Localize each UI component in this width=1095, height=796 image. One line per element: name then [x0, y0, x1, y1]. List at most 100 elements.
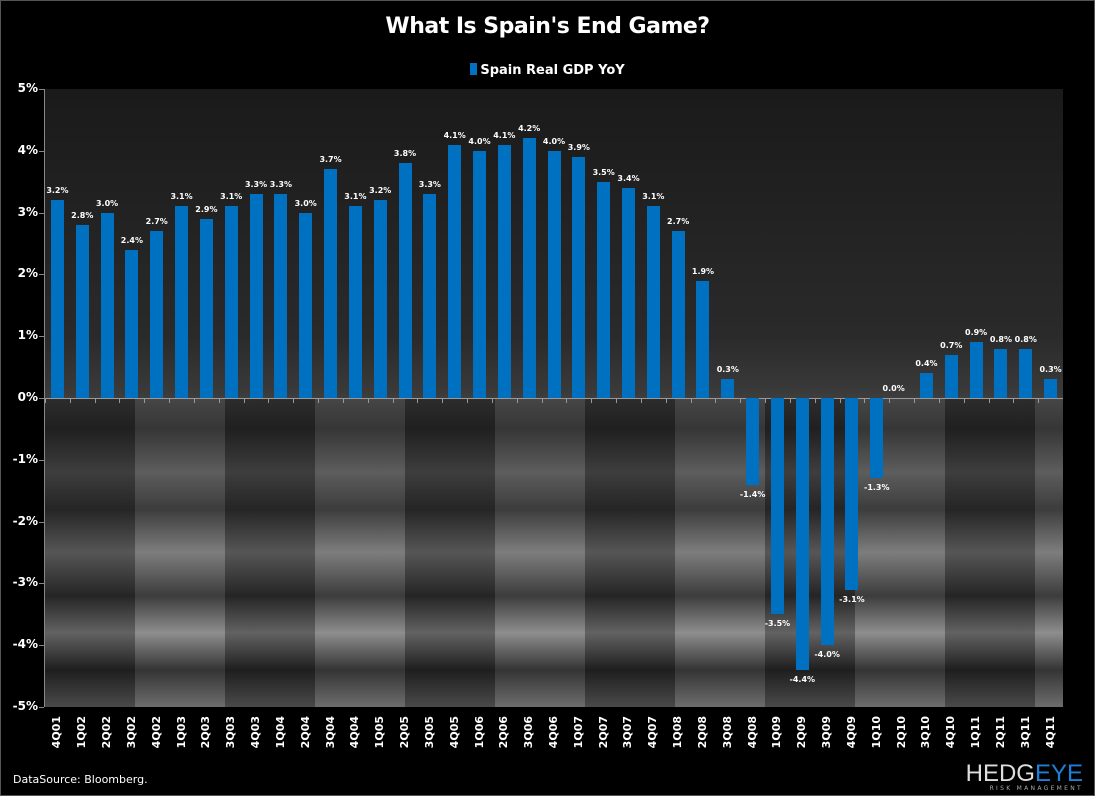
bar-value-label: 0.0%	[882, 384, 905, 393]
y-axis	[44, 89, 45, 707]
x-tick-mark	[467, 398, 468, 403]
bar	[473, 150, 486, 398]
x-tick-label: 3Q07	[621, 716, 635, 749]
x-tick-mark	[989, 398, 990, 403]
bar-value-label: 3.2%	[369, 186, 392, 196]
x-tick-mark	[790, 398, 791, 403]
x-tick-label: 3Q09	[820, 716, 834, 749]
bar	[919, 373, 933, 398]
bar	[597, 181, 611, 398]
x-tick-label: 1Q05	[373, 716, 387, 749]
x-tick-mark	[219, 398, 220, 403]
x-tick-label: 4Q08	[745, 716, 759, 749]
x-tick-mark	[616, 398, 617, 403]
bar	[721, 379, 735, 398]
x-tick-mark	[144, 398, 145, 403]
y-tick-mark	[39, 521, 44, 523]
bar-value-label: 2.7%	[667, 217, 690, 227]
y-tick-label: 4%	[17, 142, 38, 157]
x-tick-mark	[517, 398, 518, 403]
x-tick-label: 4Q06	[547, 716, 560, 749]
x-tick-label: 2Q08	[695, 716, 709, 749]
bar-value-label: 3.1%	[220, 192, 243, 202]
bar-value-label: 3.4%	[617, 173, 640, 183]
x-tick-label: 4Q03	[249, 716, 263, 749]
bar	[448, 144, 462, 398]
bar	[820, 398, 834, 646]
y-tick-mark	[39, 212, 44, 214]
bar-value-label: 4.2%	[518, 124, 541, 134]
x-tick-label: 3Q10	[919, 716, 933, 749]
y-tick-label: -3%	[12, 575, 38, 590]
bar-value-label: 3.3%	[269, 180, 292, 190]
x-tick-label: 1Q04	[273, 716, 287, 749]
bar-value-label: 3.2%	[46, 186, 69, 196]
bar-value-label: 2.4%	[120, 235, 143, 245]
x-tick-label: 3Q06	[522, 716, 536, 749]
y-tick-label: -4%	[12, 637, 38, 652]
x-tick-mark	[368, 398, 369, 403]
y-tick-label: -1%	[12, 451, 38, 466]
y-tick-mark	[39, 398, 44, 399]
bar-value-label: 3.9%	[567, 142, 590, 152]
chart-legend: Spain Real GDP YoY	[0, 63, 1095, 78]
bar-value-label: 3.8%	[393, 149, 417, 159]
bar-value-label: 4.0%	[542, 136, 566, 146]
bar	[845, 398, 859, 590]
x-tick-mark	[318, 398, 319, 403]
bar	[547, 150, 561, 398]
legend-label: Spain Real GDP YoY	[480, 63, 625, 78]
y-tick-mark	[39, 150, 44, 152]
bar	[199, 218, 213, 398]
x-tick-label: 2Q09	[795, 716, 809, 749]
y-tick-mark	[39, 89, 44, 90]
x-tick-mark	[45, 398, 46, 403]
x-tick-mark	[815, 398, 816, 403]
x-tick-label: 1Q10	[869, 716, 883, 749]
bar	[646, 206, 660, 398]
y-tick-mark	[39, 645, 44, 647]
bar	[150, 231, 164, 398]
x-tick-mark	[889, 398, 890, 403]
bar	[373, 200, 387, 398]
x-tick-mark	[939, 398, 940, 403]
y-tick-label: 2%	[17, 266, 38, 281]
bar	[125, 249, 139, 398]
x-tick-mark	[492, 398, 493, 403]
x-tick-mark	[740, 398, 741, 403]
data-source-note: DataSource: Bloomberg.	[13, 773, 148, 786]
x-tick-label: 3Q11	[1018, 716, 1032, 749]
chessboard-background	[45, 398, 1063, 707]
x-tick-label: 4Q04	[348, 716, 362, 749]
bar	[249, 194, 263, 398]
x-tick-mark	[169, 398, 170, 403]
x-axis-zero-line	[45, 398, 1063, 399]
x-tick-label: 2Q03	[199, 716, 213, 749]
x-tick-mark	[70, 398, 71, 403]
bar	[75, 224, 89, 398]
x-tick-mark	[715, 398, 716, 403]
bar	[299, 212, 313, 398]
bar-value-label: 3.3%	[418, 180, 441, 190]
bar	[324, 169, 338, 398]
bar	[522, 138, 536, 398]
x-tick-label: 4Q11	[1043, 716, 1057, 749]
x-tick-label: 3Q04	[323, 716, 337, 749]
x-tick-label: 2Q07	[596, 716, 610, 749]
x-tick-label: 3Q03	[224, 716, 238, 749]
y-tick-label: 3%	[17, 204, 38, 219]
bar	[870, 398, 884, 479]
chart-title: What Is Spain's End Game?	[385, 14, 710, 39]
bar-value-label: 2.7%	[145, 217, 168, 227]
bar-value-label: 4.1%	[443, 130, 466, 140]
bar-value-label: 0.3%	[716, 365, 739, 375]
x-tick-label: 1Q08	[671, 716, 685, 749]
bar	[572, 156, 586, 398]
x-tick-mark	[343, 398, 344, 403]
x-tick-label: 2Q11	[993, 716, 1007, 749]
x-tick-mark	[95, 398, 96, 403]
bar	[100, 212, 114, 398]
logo-text-b: EYE	[1034, 760, 1083, 787]
bar-value-label: -1.4%	[739, 489, 766, 499]
logo-subtitle: RISK MANAGEMENT	[989, 785, 1083, 792]
